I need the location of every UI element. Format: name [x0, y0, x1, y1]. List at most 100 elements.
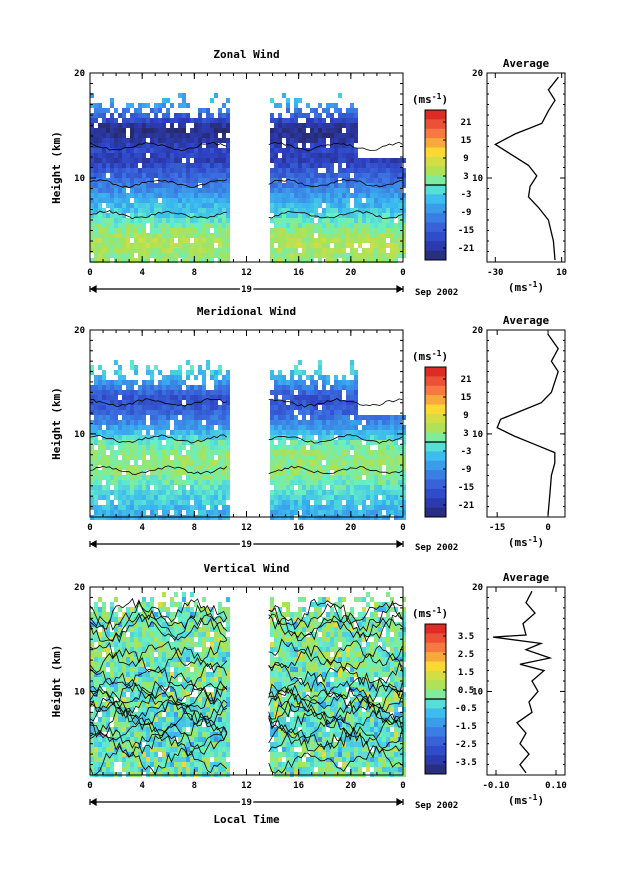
heatmap-cell: [166, 475, 170, 480]
heatmap-cell: [186, 642, 190, 647]
heatmap-cell: [278, 657, 282, 662]
heatmap-cell: [90, 138, 94, 143]
heatmap-cell: [362, 213, 366, 218]
heatmap-cell: [182, 213, 186, 218]
heatmap-cell: [346, 647, 350, 652]
heatmap-cell: [194, 248, 198, 253]
colorbar-unit: (ms-1): [412, 92, 448, 106]
heatmap-cell: [366, 632, 370, 637]
heatmap-cell: [302, 258, 306, 263]
heatmap-cell: [386, 430, 390, 435]
heatmap-cell: [166, 193, 170, 198]
heatmap-cell: [150, 622, 154, 627]
heatmap-cell: [330, 223, 334, 228]
heatmap-cell: [226, 203, 230, 208]
heatmap-cell: [122, 208, 126, 213]
heatmap-cell: [122, 440, 126, 445]
heatmap-cell: [334, 445, 338, 450]
heatmap-cell: [134, 158, 138, 163]
heatmap-cell: [122, 258, 126, 263]
heatmap-cell: [122, 637, 126, 642]
contour-line: [268, 434, 403, 444]
heatmap-cell: [98, 490, 102, 495]
heatmap-cell: [334, 223, 338, 228]
heatmap-cell: [150, 420, 154, 425]
heatmap-cell: [186, 138, 190, 143]
heatmap-cell: [402, 617, 406, 622]
heatmap-cell: [178, 163, 182, 168]
heatmap-cell: [214, 662, 218, 667]
heatmap-cell: [342, 425, 346, 430]
heatmap-cell: [178, 168, 182, 173]
heatmap-cell: [210, 642, 214, 647]
heatmap-cell: [222, 123, 226, 128]
heatmap-cell: [94, 440, 98, 445]
heatmap-cell: [366, 450, 370, 455]
heatmap-cell: [326, 108, 330, 113]
heatmap-cell: [94, 617, 98, 622]
heatmap-cell: [130, 233, 134, 238]
heatmap-cell: [114, 627, 118, 632]
heatmap-cell: [130, 158, 134, 163]
heatmap-cell: [334, 143, 338, 148]
heatmap-cell: [150, 425, 154, 430]
heatmap-cell: [158, 627, 162, 632]
heatmap-cell: [198, 253, 202, 258]
heatmap-cell: [138, 390, 142, 395]
heatmap-cell: [130, 218, 134, 223]
heatmap-cell: [342, 475, 346, 480]
heatmap-cell: [170, 602, 174, 607]
heatmap-cell: [166, 627, 170, 632]
heatmap-cell: [190, 188, 194, 193]
heatmap-cell: [318, 657, 322, 662]
heatmap-cell: [150, 460, 154, 465]
heatmap-cell: [114, 158, 118, 163]
heatmap-cell: [278, 218, 282, 223]
heatmap-cell: [326, 253, 330, 258]
heatmap-cell: [194, 385, 198, 390]
heatmap-cell: [330, 183, 334, 188]
heatmap-cell: [374, 178, 378, 183]
heatmap-cell: [206, 213, 210, 218]
heatmap-cell: [150, 198, 154, 203]
heatmap-cell: [130, 480, 134, 485]
heatmap-cell: [106, 475, 110, 480]
colorbar-band: [425, 241, 446, 252]
heatmap-cell: [190, 445, 194, 450]
heatmap-cell: [314, 405, 318, 410]
heatmap-cell: [286, 203, 290, 208]
heatmap-cell: [162, 592, 166, 597]
heatmap-cell: [346, 500, 350, 505]
heatmap-cell: [226, 662, 230, 667]
heatmap-cell: [138, 223, 142, 228]
heatmap-cell: [290, 370, 294, 375]
heatmap-cell: [290, 223, 294, 228]
heatmap-cell: [398, 500, 402, 505]
heatmap-cell: [386, 602, 390, 607]
heatmap-cell: [302, 143, 306, 148]
heatmap-cell: [182, 652, 186, 657]
heatmap-cell: [170, 495, 174, 500]
heatmap-cell: [190, 385, 194, 390]
heatmap-cell: [314, 370, 318, 375]
heatmap-cell: [378, 607, 382, 612]
heatmap-cell: [174, 128, 178, 133]
heatmap-cell: [378, 208, 382, 213]
heatmap-cell: [194, 662, 198, 667]
heatmap-cell: [354, 445, 358, 450]
heatmap-cell: [350, 390, 354, 395]
heatmap-cell: [306, 420, 310, 425]
heatmap-cell: [162, 233, 166, 238]
heatmap-cell: [102, 218, 106, 223]
heatmap-cell: [182, 657, 186, 662]
day-bar-arrow: [396, 284, 404, 294]
heatmap-cell: [110, 662, 114, 667]
heatmap-cell: [270, 455, 274, 460]
heatmap-cell: [322, 163, 326, 168]
heatmap-cell: [206, 118, 210, 123]
heatmap-cell: [178, 133, 182, 138]
heatmap-cell: [94, 460, 98, 465]
heatmap-cell: [178, 410, 182, 415]
heatmap-cell: [162, 495, 166, 500]
heatmap-cell: [370, 173, 374, 178]
